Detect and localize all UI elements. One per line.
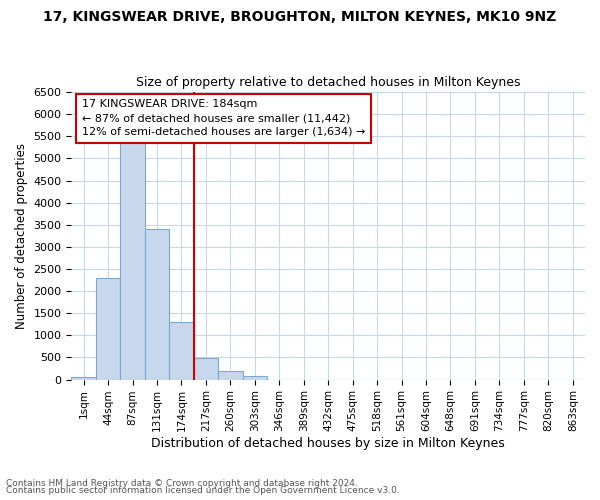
Bar <box>242 376 267 380</box>
Bar <box>96 278 121 380</box>
Bar <box>145 229 169 380</box>
Text: 17, KINGSWEAR DRIVE, BROUGHTON, MILTON KEYNES, MK10 9NZ: 17, KINGSWEAR DRIVE, BROUGHTON, MILTON K… <box>43 10 557 24</box>
Title: Size of property relative to detached houses in Milton Keynes: Size of property relative to detached ho… <box>136 76 520 90</box>
Bar <box>194 358 218 380</box>
Text: 17 KINGSWEAR DRIVE: 184sqm
← 87% of detached houses are smaller (11,442)
12% of : 17 KINGSWEAR DRIVE: 184sqm ← 87% of deta… <box>82 99 365 137</box>
Bar <box>121 138 145 380</box>
Bar <box>169 322 194 380</box>
Text: Contains public sector information licensed under the Open Government Licence v3: Contains public sector information licen… <box>6 486 400 495</box>
Text: Contains HM Land Registry data © Crown copyright and database right 2024.: Contains HM Land Registry data © Crown c… <box>6 478 358 488</box>
X-axis label: Distribution of detached houses by size in Milton Keynes: Distribution of detached houses by size … <box>151 437 505 450</box>
Bar <box>218 370 242 380</box>
Bar <box>71 378 96 380</box>
Y-axis label: Number of detached properties: Number of detached properties <box>15 143 28 329</box>
